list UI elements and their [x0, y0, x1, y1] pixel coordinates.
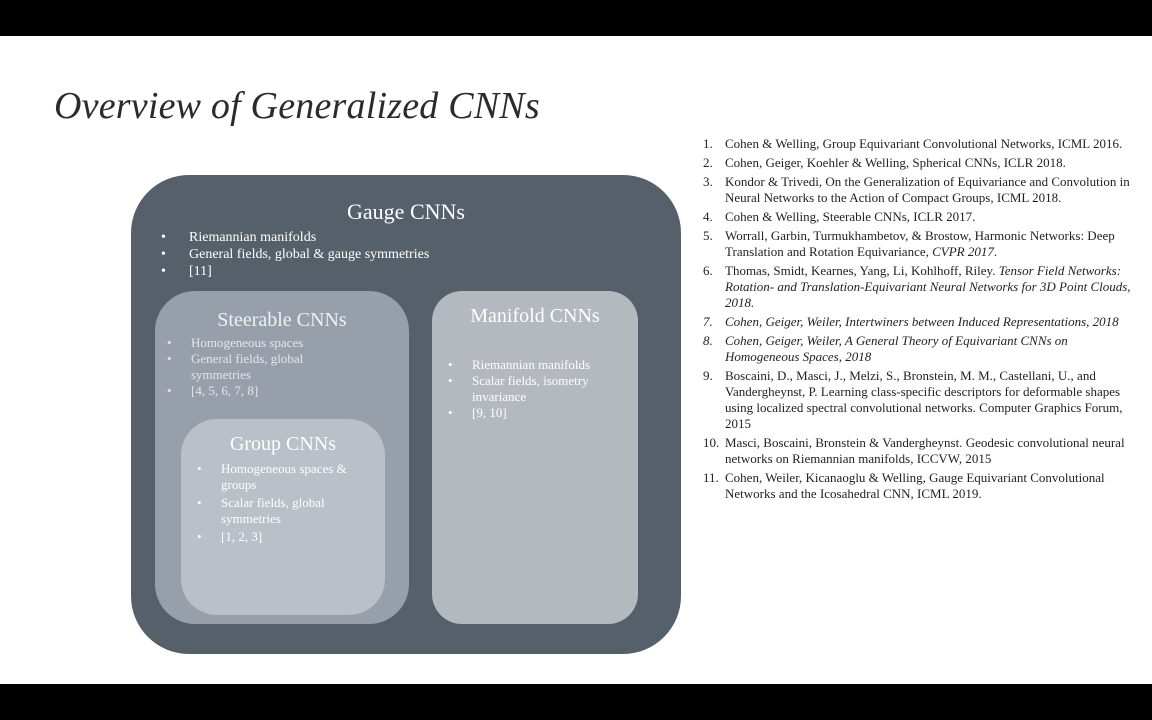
reference-number: 2. [703, 155, 713, 170]
manifold-cnns-list: Riemannian manifolds Scalar fields, isom… [448, 357, 628, 421]
gauge-item: [11] [161, 263, 429, 280]
steerable-item: General fields, global symmetries [167, 351, 327, 383]
reference-text: Thomas, Smidt, Kearnes, Yang, Li, Kohlho… [725, 263, 999, 278]
slide: Overview of Generalized CNNs Gauge CNNs … [0, 36, 1152, 684]
group-cnns-box: Group CNNs Homogeneous spaces & groups S… [181, 419, 385, 615]
reference-text: Cohen, Weiler, Kicanaoglu & Welling, Gau… [725, 470, 1105, 501]
reference-number: 8. [703, 333, 713, 348]
gauge-cnns-title: Gauge CNNs [347, 199, 465, 224]
reference-item: 5. Worrall, Garbin, Turmukhambetov, & Bro… [703, 228, 1141, 260]
reference-item: 6. Thomas, Smidt, Kearnes, Yang, Li, Kohl… [703, 263, 1141, 311]
reference-number: 11. [703, 470, 719, 485]
reference-number: 9. [703, 368, 713, 383]
gauge-item: Riemannian manifolds [161, 229, 429, 246]
reference-item: 11. Cohen, Weiler, Kicanaoglu & Welling, … [703, 470, 1141, 502]
reference-item: 1. Cohen & Welling, Group Equivariant Con… [703, 136, 1141, 152]
steerable-cnns-title: Steerable CNNs [217, 309, 347, 331]
reference-number: 6. [703, 263, 713, 278]
reference-text: Worrall, Garbin, Turmukhambetov, & Brost… [725, 228, 1115, 259]
manifold-item: Riemannian manifolds [448, 357, 628, 373]
reference-number: 4. [703, 209, 713, 224]
reference-text: Boscaini, D., Masci, J., Melzi, S., Bron… [725, 368, 1123, 431]
manifold-item: Scalar fields, isometry invariance [448, 373, 628, 405]
steerable-cnns-box: Steerable CNNs Homogeneous spaces Genera… [155, 291, 409, 624]
reference-item: 7. Cohen, Geiger, Weiler, Intertwiners be… [703, 314, 1141, 330]
manifold-cnns-title: Manifold CNNs [470, 305, 600, 327]
gauge-cnns-list: Riemannian manifolds General fields, glo… [161, 229, 429, 280]
reference-text: Cohen & Welling, Steerable CNNs, ICLR 20… [725, 209, 976, 224]
reference-item: 8. Cohen, Geiger, Weiler, A General Theor… [703, 333, 1141, 365]
reference-text: Cohen, Geiger, Koehler & Welling, Spheri… [725, 155, 1066, 170]
gauge-cnns-box: Gauge CNNs Riemannian manifolds General … [131, 175, 681, 654]
group-cnns-title: Group CNNs [229, 433, 337, 455]
reference-after: . [993, 244, 998, 259]
manifold-item: [9, 10] [448, 405, 628, 421]
reference-italic: CVPR 2017 [932, 244, 994, 259]
reference-number: 10. [703, 435, 720, 450]
reference-italic: Cohen, Geiger, Weiler, Intertwiners betw… [725, 314, 1119, 329]
manifold-cnns-box: Manifold CNNs Riemannian manifolds Scala… [432, 291, 638, 624]
reference-item: 9. Boscaini, D., Masci, J., Melzi, S., Br… [703, 368, 1141, 432]
group-item: Homogeneous spaces & groups [197, 461, 357, 493]
reference-number: 1. [703, 136, 713, 151]
reference-item: 3. Kondor & Trivedi, On the Generalizatio… [703, 174, 1141, 206]
steerable-item: [4, 5, 6, 7, 8] [167, 383, 327, 399]
reference-text: Kondor & Trivedi, On the Generalization … [725, 174, 1130, 205]
group-cnns-list: Homogeneous spaces & groups Scalar field… [197, 461, 357, 547]
gauge-item: General fields, global & gauge symmetrie… [161, 246, 429, 263]
reference-number: 5. [703, 228, 713, 243]
reference-item: 4. Cohen & Welling, Steerable CNNs, ICLR … [703, 209, 1141, 225]
reference-item: 2. Cohen, Geiger, Koehler & Welling, Sphe… [703, 155, 1141, 171]
reference-italic: Tensor Field Networks: Rotation- and Tra… [725, 263, 1131, 310]
slide-title: Overview of Generalized CNNs [54, 85, 540, 127]
steerable-item: Homogeneous spaces [167, 335, 327, 351]
reference-text: Cohen & Welling, Group Equivariant Convo… [725, 136, 1123, 151]
reference-italic: Cohen, Geiger, Weiler, A General Theory … [725, 333, 1068, 364]
group-item: Scalar fields, global symmetries [197, 495, 357, 527]
reference-item: 10. Masci, Boscaini, Bronstein & Vandergh… [703, 435, 1141, 467]
references-list: 1. Cohen & Welling, Group Equivariant Con… [703, 136, 1141, 505]
reference-number: 7. [703, 314, 713, 329]
reference-number: 3. [703, 174, 713, 189]
group-item: [1, 2, 3] [197, 529, 357, 545]
steerable-cnns-list: Homogeneous spaces General fields, globa… [167, 335, 327, 399]
reference-text: Masci, Boscaini, Bronstein & Vandergheyn… [725, 435, 1125, 466]
